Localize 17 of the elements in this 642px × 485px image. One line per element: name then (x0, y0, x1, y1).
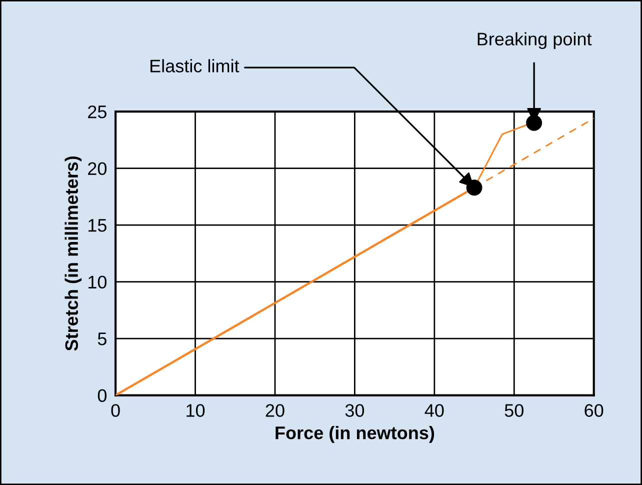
y-tick-label: 20 (88, 162, 107, 176)
y-axis-title: Stretch (in millimeters) (64, 156, 82, 351)
y-tick-label: 0 (98, 389, 107, 402)
x-tick-label: 0 (111, 404, 120, 417)
x-tick-label: 50 (504, 404, 524, 417)
annotation: Elastic limit (150, 59, 240, 72)
x-tick-label: 60 (584, 404, 604, 417)
x-axis-title: Force (in newtons) (276, 426, 434, 443)
x-tick-label: 20 (266, 404, 284, 417)
x-tick-label: 30 (345, 404, 364, 417)
x-tick-label: 40 (424, 404, 444, 417)
y-tick-label: 25 (88, 105, 106, 118)
y-tick-label: 5 (98, 332, 106, 346)
annotation: Breaking point (478, 32, 592, 50)
x-tick-label: 10 (186, 404, 205, 417)
y-tick-label: 15 (88, 219, 106, 232)
y-tick-label: 10 (88, 276, 107, 289)
